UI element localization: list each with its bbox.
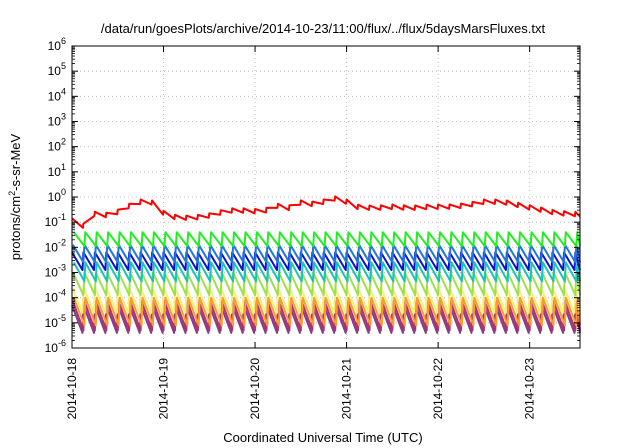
x-tick-label: 2014-10-22 — [431, 358, 445, 420]
series-line — [72, 243, 581, 264]
y-tick-label: 105 — [48, 61, 66, 78]
y-tick-label: 106 — [48, 36, 66, 53]
y-tick-label: 10-4 — [45, 288, 66, 305]
x-tick-label: 2014-10-23 — [523, 358, 537, 420]
y-tick-label: 10-2 — [45, 237, 66, 254]
series-line — [72, 261, 581, 283]
x-tick-label: 2014-10-20 — [248, 358, 262, 420]
y-tick-label: 103 — [48, 112, 66, 129]
y-tick-label: 10-6 — [45, 338, 66, 355]
x-tick-label: 2014-10-19 — [157, 358, 171, 420]
series-line — [71, 286, 581, 314]
series-layer — [71, 195, 581, 334]
y-tick-label: 10-1 — [45, 212, 66, 229]
y-axis-label: protons/cm2-s-sr-MeV — [7, 133, 23, 260]
series-line — [72, 296, 581, 327]
x-tick-label: 2014-10-18 — [65, 358, 79, 420]
y-tick-label: 102 — [48, 137, 66, 154]
x-axis: 2014-10-18 2014-10-19 2014-10-20 2014-10-21… — [65, 46, 537, 419]
chart-title: /data/run/goesPlots/archive/2014-10-23/1… — [101, 21, 546, 36]
y-tick-label: 10-3 — [45, 263, 66, 280]
y-tick-label: 100 — [48, 187, 66, 204]
y-tick-label: 101 — [48, 162, 66, 179]
series-line — [71, 271, 581, 297]
y-axis: 10-6 10-5 10-4 10-3 10-2 10-1 100 101 102 103 104 1… — [45, 36, 580, 355]
series-line — [73, 231, 581, 248]
series-line — [71, 251, 581, 271]
series-line — [71, 300, 581, 332]
y-tick-label: 10-5 — [45, 313, 66, 330]
series-line — [71, 195, 581, 229]
x-axis-label: Coordinated Universal Time (UTC) — [223, 430, 422, 445]
y-tick-label: 104 — [48, 86, 66, 103]
x-tick-label: 2014-10-21 — [340, 358, 354, 420]
